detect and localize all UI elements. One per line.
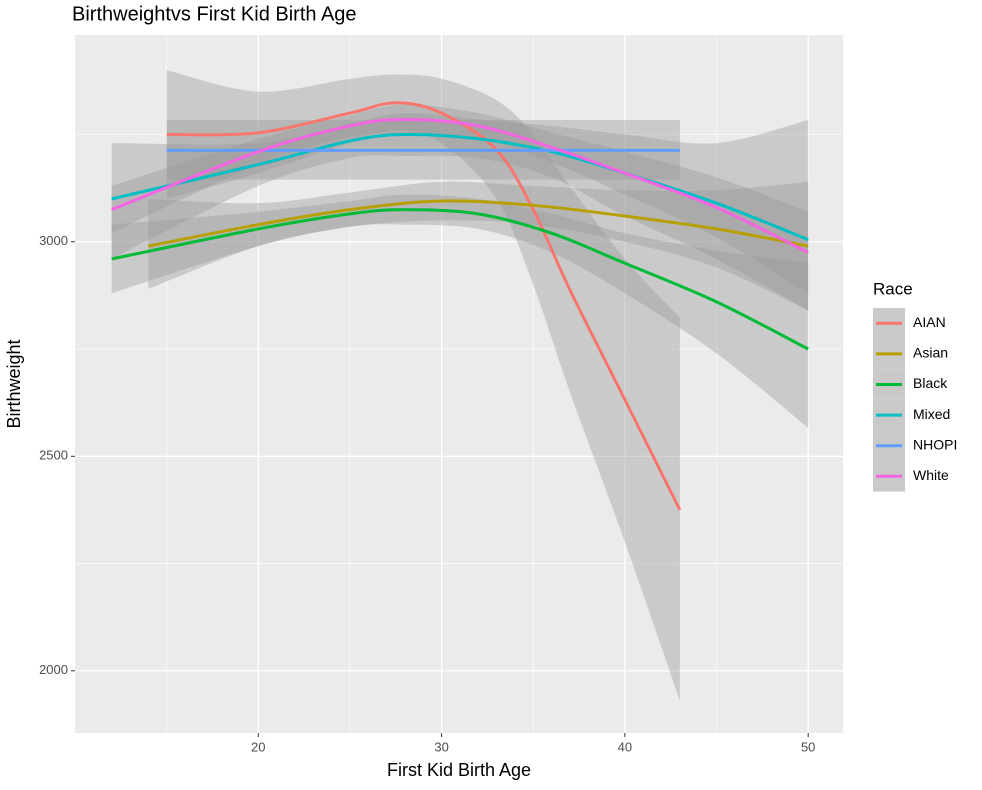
confidence-band xyxy=(111,113,809,311)
series-line xyxy=(111,208,809,351)
confidence-band xyxy=(111,194,809,428)
x-tick-label: 30 xyxy=(434,739,448,754)
legend-label: Mixed xyxy=(913,406,950,422)
legend-label: Asian xyxy=(913,345,948,361)
confidence-band xyxy=(166,70,680,701)
series-line xyxy=(111,118,809,254)
x-tick-label: 50 xyxy=(801,739,815,754)
x-tick-label: 20 xyxy=(251,739,265,754)
y-tick-label: 2500 xyxy=(39,448,68,463)
x-axis-title: First Kid Birth Age xyxy=(387,760,531,780)
y-tick-label: 2000 xyxy=(39,662,68,677)
legend-title: Race xyxy=(873,279,913,298)
series-line xyxy=(148,199,809,248)
y-tick-label: 3000 xyxy=(39,233,68,248)
legend-label: AIAN xyxy=(913,314,946,330)
legend-label: Black xyxy=(913,375,948,391)
chart-title: Birthweightvs First Kid Birth Age xyxy=(72,3,357,25)
legend-label: NHOPI xyxy=(913,436,957,452)
x-tick-label: 40 xyxy=(618,739,632,754)
series-line xyxy=(111,132,809,242)
series-line xyxy=(166,101,682,511)
legend-label: White xyxy=(913,467,949,483)
y-axis-title: Birthweight xyxy=(4,339,24,428)
